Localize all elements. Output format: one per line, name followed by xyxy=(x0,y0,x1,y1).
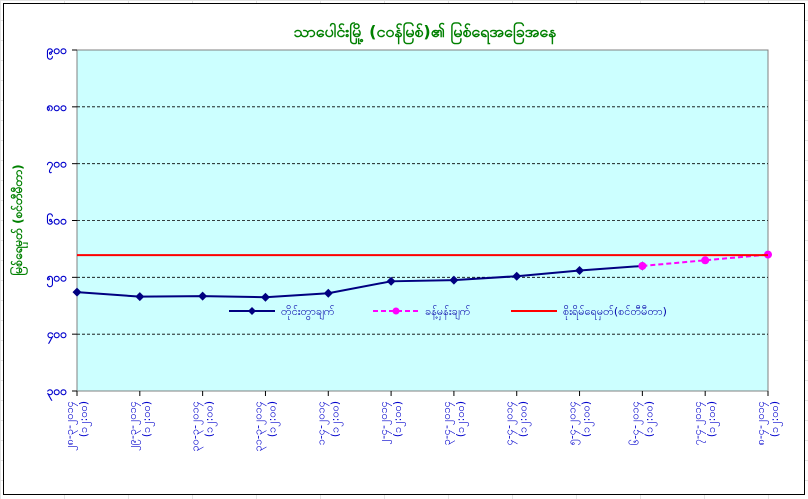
x-tick-label-time: (၁၂:၀၀) xyxy=(705,401,720,437)
y-tick-label: ၉၀၀ xyxy=(46,43,68,61)
y-tick-label: ၄၀၀ xyxy=(46,327,68,345)
data-point-observed xyxy=(386,276,396,286)
x-tick-label-time: (၁၂:၀၀) xyxy=(517,401,532,437)
x-tick-label-time: (၁၂:၀၀) xyxy=(140,401,155,437)
data-point-observed xyxy=(135,292,145,302)
series-line-0 xyxy=(76,264,643,299)
data-point-forecast xyxy=(638,261,647,270)
x-tick-label-time: (၁၂:၀၀) xyxy=(454,401,469,437)
x-tick-label-date: ၂၈-၃-၂၀၁၄ xyxy=(63,401,78,451)
legend-label: တိုင်းတွာချက် xyxy=(281,305,335,320)
x-tick-label-date: ၆-၄-၂၀၁၄ xyxy=(628,401,643,445)
x-tick-label-date: ၂၉-၃-၂၀၁၄ xyxy=(126,401,141,451)
x-tick-label-time: (၁၂:၀၀) xyxy=(203,401,218,437)
data-point-observed xyxy=(198,291,208,301)
data-point-observed xyxy=(512,271,522,281)
data-point-observed xyxy=(323,288,333,298)
y-axis-label: မြစ်ရေမှတ် (စင်တီမီတာ) xyxy=(8,164,29,275)
data-point-observed xyxy=(449,275,459,285)
x-tick-label-time: (၁၂:၀၀) xyxy=(77,401,92,437)
legend-label: စိုးရိမ်ရေမှတ်(စင်တီမီတာ) xyxy=(563,305,667,320)
x-tick-label-date: ၄-၄-၂၀၁၄ xyxy=(503,401,518,445)
x-tick-label-date: ၃-၄-၂၀၁၄ xyxy=(440,401,455,445)
x-tick-label-date: ၁-၄-၂၀၁၄ xyxy=(314,401,329,445)
y-tick-label: ၃၀၀ xyxy=(47,384,68,402)
data-point-observed xyxy=(72,287,82,297)
x-tick-label-date: ၃၀-၃-၂၀၁၄ xyxy=(189,401,204,451)
x-tick-label-time: (၁၂:၀၀) xyxy=(768,401,783,437)
gridlines xyxy=(72,49,769,396)
series-line-1 xyxy=(642,253,769,267)
x-tick-labels: ၂၈-၃-၂၀၁၄ (၁၂:၀၀) ၂၉-၃-၂၀၁၄ (၁၂:၀၀) ၃၀-၃-၂၀၁… xyxy=(63,401,783,451)
x-tick-label-date: ၂-၄-၂၀၁၄ xyxy=(377,401,392,445)
x-tick-label-time: (၁၂:၀၀) xyxy=(642,401,657,437)
x-tick-label-date: ၃၁-၃-၂၀၁၄ xyxy=(251,401,266,451)
legend-label: ခန့်မှန်းချက် xyxy=(425,305,471,320)
x-tick-label-date: ၇-၄-၂၀၁၄ xyxy=(691,401,706,445)
legend: တိုင်းတွာချက် ခန့်မှန်းချက် စိုးရိမ်ရေမှတ်… xyxy=(229,305,667,320)
x-tick-label-time: (၁၂:၀၀) xyxy=(328,401,343,437)
x-tick-label-date: ၈-၄-၂၀၁၄ xyxy=(754,401,769,445)
y-tick-label: ၅၀၀ xyxy=(46,270,68,288)
x-tick-label-date: ၅-၄-၂၀၁၄ xyxy=(566,401,581,445)
y-tick-label: ၆၀၀ xyxy=(46,212,68,228)
y-tick-label: ၇၀၀ xyxy=(46,157,68,175)
x-tick-label-time: (၁၂:၀၀) xyxy=(391,401,406,437)
data-point-observed xyxy=(575,266,585,276)
series-layer xyxy=(72,250,772,302)
legend-marker xyxy=(392,307,400,315)
x-tick-label-time: (၁၂:၀၀) xyxy=(580,401,595,437)
y-tick-label: ၈၀၀ xyxy=(46,100,68,114)
legend-marker xyxy=(248,307,256,315)
chart-title: သာပေါင်းမြို့ (ငဝန်မြစ်)၏ မြစ်ရေအခြေအနေ xyxy=(294,21,557,45)
data-point-forecast xyxy=(701,256,710,265)
x-tick-label-time: (၁၂:၀၀) xyxy=(265,401,280,437)
data-point-observed xyxy=(260,292,270,302)
